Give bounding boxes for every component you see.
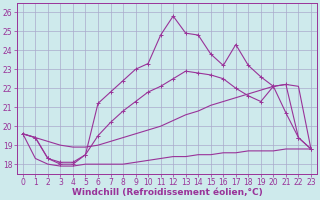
X-axis label: Windchill (Refroidissement éolien,°C): Windchill (Refroidissement éolien,°C) — [72, 188, 262, 197]
